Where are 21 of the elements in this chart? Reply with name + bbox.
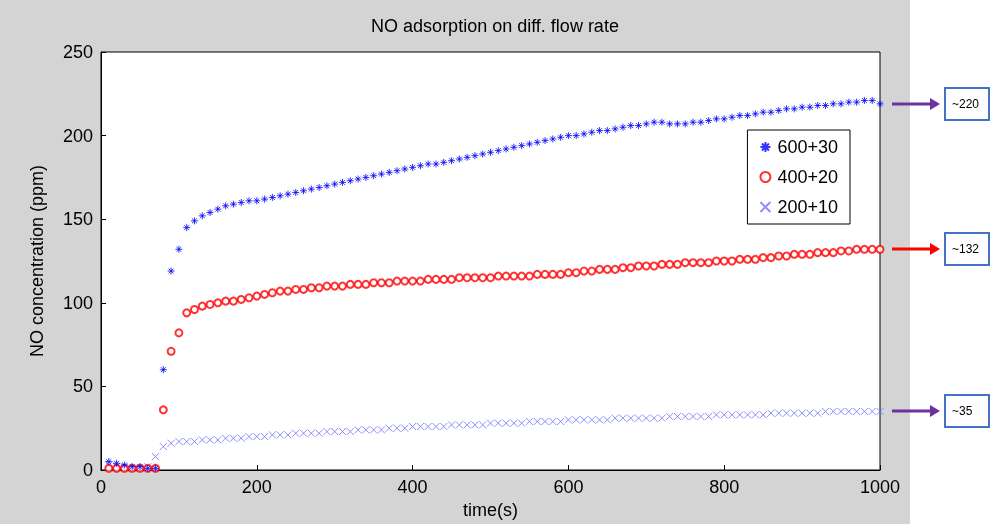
text: ~132 bbox=[944, 232, 990, 267]
legend-label: 200+10 bbox=[777, 197, 839, 217]
chart-title: NO adsorption on diff. flow rate bbox=[371, 16, 619, 36]
x-tick-label: 400 bbox=[397, 477, 428, 497]
x-axis-title: time(s) bbox=[463, 499, 518, 520]
y-tick-label: 150 bbox=[62, 209, 93, 230]
x-tick-label: 800 bbox=[709, 477, 740, 497]
y-tick-label: 200 bbox=[62, 125, 93, 146]
x-tick-label: 600 bbox=[553, 477, 584, 497]
x-tick-label: 1000 bbox=[859, 477, 901, 497]
y-tick-label: 50 bbox=[72, 376, 93, 397]
legend-label: 400+20 bbox=[777, 167, 839, 187]
text: ~35 bbox=[944, 394, 990, 429]
y-axis-title: NO concentration (ppm) bbox=[27, 164, 47, 358]
legend-label: 600+30 bbox=[777, 137, 839, 157]
x-tick-label: 200 bbox=[241, 477, 272, 497]
y-tick-label: 250 bbox=[62, 42, 93, 62]
y-tick-label: 100 bbox=[62, 292, 93, 313]
y-tick-label: 0 bbox=[82, 460, 93, 480]
x-tick-label: 0 bbox=[95, 477, 107, 497]
text: ~220 bbox=[944, 86, 990, 121]
